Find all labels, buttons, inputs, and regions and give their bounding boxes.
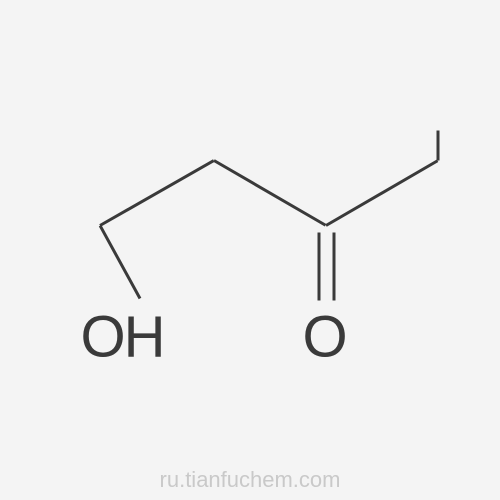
atom-label-O_oh: OH xyxy=(81,304,164,371)
atom-label-O_dbl: O xyxy=(302,304,345,371)
bond xyxy=(318,232,321,300)
molecule-canvas: OH O ru.tianfuchem.com xyxy=(0,0,500,500)
bond xyxy=(437,130,440,160)
background xyxy=(0,0,500,500)
watermark-text: ru.tianfuchem.com xyxy=(160,467,341,493)
bond xyxy=(333,232,336,300)
